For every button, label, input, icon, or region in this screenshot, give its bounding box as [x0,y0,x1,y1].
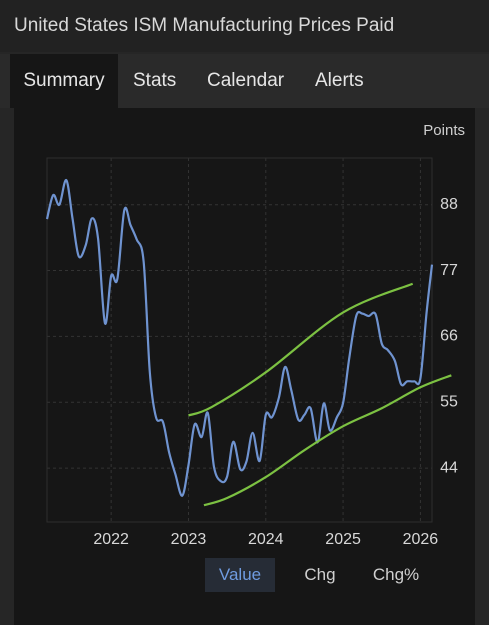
y-tick-label: 88 [440,196,458,213]
data-line [45,179,434,497]
y-tick-label: 66 [440,328,458,345]
chart-panel [14,108,475,625]
y-tick-label: 44 [440,459,458,476]
tab[interactable]: Alerts [315,70,364,91]
title-bar: United States ISM Manufacturing Prices P… [0,0,489,52]
tab[interactable]: Calendar [207,70,285,91]
x-tick-label: 2022 [93,531,129,548]
x-tick-label: 2025 [325,531,361,548]
band-line [203,374,452,507]
y-tick-label: 55 [440,393,458,410]
tab[interactable]: Summary [10,54,118,108]
y-tick-label: 77 [440,262,458,279]
x-tick-label: 2026 [403,531,439,548]
toggle-button[interactable]: Chg% [372,565,420,584]
y-axis-label: Points [423,122,465,139]
x-tick-label: 2023 [171,531,207,548]
x-tick-label: 2024 [248,531,284,548]
plot-frame [46,157,433,523]
tab[interactable]: Stats [133,70,177,91]
band-line [188,282,414,417]
toggle-button[interactable]: Chg [304,565,336,584]
tab-bar: Summary Stats Calendar Alerts [0,54,489,108]
toggle-button[interactable]: Value [205,558,275,592]
